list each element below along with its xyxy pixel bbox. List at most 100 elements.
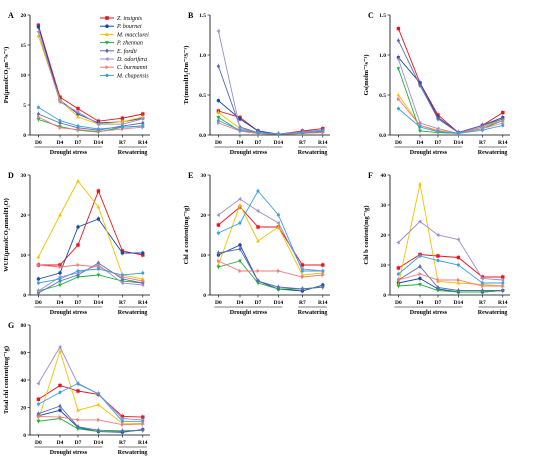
series-mchapensis xyxy=(216,188,325,274)
data-point xyxy=(96,217,101,221)
drought-label: Drought stress xyxy=(50,150,88,156)
y-tick-label: 30 xyxy=(381,203,387,209)
data-point xyxy=(140,116,145,121)
data-point xyxy=(76,408,80,412)
data-point xyxy=(435,233,440,237)
series-dodorifera xyxy=(216,196,325,274)
y-tick-label: 30 xyxy=(21,173,27,179)
x-tick-label: R14 xyxy=(138,440,148,446)
data-point xyxy=(96,204,101,209)
x-tick-label: R7 xyxy=(119,440,126,446)
series-dodorifera xyxy=(36,344,145,423)
data-point xyxy=(120,125,125,129)
data-point xyxy=(58,265,63,269)
data-point xyxy=(256,238,260,243)
data-point xyxy=(238,117,242,121)
rewater-label: Rewatering xyxy=(478,150,508,156)
data-point xyxy=(418,181,422,186)
series-cburmanni xyxy=(217,258,325,280)
legend-label: D. odorifera xyxy=(116,56,147,63)
data-point xyxy=(436,130,440,134)
data-point xyxy=(300,286,305,292)
data-point xyxy=(141,124,145,128)
rewater-label: Rewatering xyxy=(478,310,508,316)
data-point xyxy=(36,33,41,38)
data-point xyxy=(397,278,401,282)
panel-F: F 0 10 20 30 40 D0 D4 D7 D14 R7 R14 Drought stress Re… xyxy=(363,171,510,316)
data-point xyxy=(76,225,80,229)
series-line xyxy=(38,107,143,130)
data-point xyxy=(36,277,41,281)
series-dodorifera xyxy=(216,28,325,138)
data-point xyxy=(396,266,401,270)
data-point xyxy=(58,408,62,412)
x-tick-label: D7 xyxy=(435,300,442,306)
data-point xyxy=(120,251,125,255)
y-tick-label: 20 xyxy=(21,13,27,19)
series-line xyxy=(38,218,143,280)
data-point xyxy=(256,189,260,193)
data-point xyxy=(37,263,41,267)
x-tick-label: D4 xyxy=(417,140,424,146)
series-zinsignis xyxy=(216,204,325,268)
x-tick-label: R14 xyxy=(138,140,148,146)
legend-item: Z. insignis xyxy=(100,16,143,22)
data-point xyxy=(58,390,62,394)
data-point xyxy=(96,263,100,267)
rewater-label: Rewatering xyxy=(118,150,148,156)
rewater-label: Rewatering xyxy=(118,310,148,316)
data-point xyxy=(76,418,81,422)
series-line xyxy=(38,268,143,284)
x-tick-label: D0 xyxy=(215,300,222,306)
y-tick-label: 5 xyxy=(23,103,26,109)
series-line xyxy=(218,244,323,292)
x-tick-label: R7 xyxy=(119,300,126,306)
y-tick-label: 10 xyxy=(21,253,27,259)
panel-letter: G xyxy=(8,321,14,330)
data-point xyxy=(120,281,124,285)
data-point xyxy=(75,110,80,115)
y-tick-label: 40 xyxy=(21,378,27,384)
series-dodorifera xyxy=(396,218,505,283)
series-line xyxy=(38,274,143,292)
x-tick-label: D7 xyxy=(75,440,82,446)
series-line xyxy=(38,116,143,132)
data-point xyxy=(58,212,62,217)
data-point xyxy=(481,284,485,288)
data-point xyxy=(57,345,62,349)
data-point xyxy=(436,289,440,293)
data-point xyxy=(58,271,62,275)
data-point xyxy=(436,254,440,258)
y-tick-label: 80 xyxy=(21,323,27,329)
data-point xyxy=(76,381,80,385)
drought-label: Drought stress xyxy=(230,310,268,316)
series-line xyxy=(38,264,143,282)
data-point xyxy=(396,57,400,61)
data-point xyxy=(96,122,100,127)
legend-label: M. macclurei xyxy=(116,32,149,38)
series-line xyxy=(218,190,323,272)
y-tick-label: 0.0 xyxy=(379,133,386,139)
data-point xyxy=(76,424,80,429)
x-tick-label: D7 xyxy=(75,300,82,306)
data-point xyxy=(396,284,401,289)
series-line xyxy=(38,405,143,432)
series-efordii xyxy=(36,111,145,134)
series-line xyxy=(38,382,143,422)
series-line xyxy=(38,113,143,131)
y-tick-label: 40 xyxy=(381,173,387,179)
x-tick-label: D0 xyxy=(395,300,402,306)
data-point xyxy=(238,221,242,225)
legend-item: D. odorifera xyxy=(100,56,147,63)
data-point xyxy=(58,119,62,123)
data-point xyxy=(96,402,101,407)
data-point xyxy=(76,389,80,393)
data-point xyxy=(238,246,242,252)
x-tick-label: R7 xyxy=(299,140,306,146)
data-point xyxy=(238,128,242,132)
x-tick-label: R7 xyxy=(299,300,306,306)
data-point xyxy=(238,202,242,207)
data-point xyxy=(57,100,62,104)
